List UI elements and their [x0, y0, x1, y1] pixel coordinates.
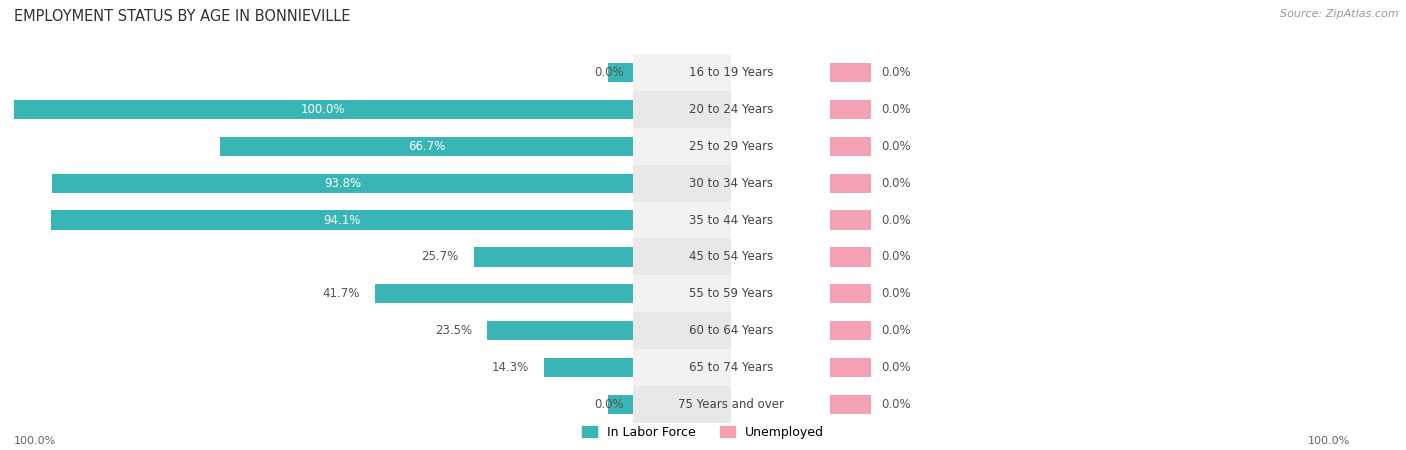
Text: 0.0%: 0.0% [882, 103, 911, 116]
Text: 0.0%: 0.0% [882, 66, 911, 79]
Text: 66.7%: 66.7% [408, 140, 446, 153]
Bar [0, 386, 830, 423]
Text: 0.0%: 0.0% [593, 66, 623, 79]
Bar [633, 349, 1406, 386]
Bar [0, 202, 830, 238]
Text: 0.0%: 0.0% [882, 214, 911, 226]
Bar [0, 312, 830, 349]
Bar [830, 100, 872, 119]
Bar [544, 358, 633, 377]
Bar [52, 174, 633, 193]
Bar [633, 165, 1406, 202]
Bar [375, 284, 633, 303]
Text: 0.0%: 0.0% [882, 177, 911, 189]
Text: 94.1%: 94.1% [323, 214, 360, 226]
Bar [0, 275, 830, 312]
Bar [607, 395, 633, 414]
Text: 0.0%: 0.0% [882, 398, 911, 411]
Text: 25.7%: 25.7% [420, 251, 458, 263]
Text: 41.7%: 41.7% [322, 288, 360, 300]
Text: 0.0%: 0.0% [882, 251, 911, 263]
Bar [633, 202, 1406, 238]
Bar [0, 128, 731, 165]
Bar [830, 321, 872, 340]
Bar [633, 54, 1406, 91]
Text: 93.8%: 93.8% [323, 177, 361, 189]
Bar [0, 312, 731, 349]
Bar [0, 128, 830, 165]
Bar [633, 312, 1406, 349]
Bar [830, 358, 872, 377]
Text: 35 to 44 Years: 35 to 44 Years [689, 214, 773, 226]
Bar [474, 248, 633, 266]
Bar [830, 137, 872, 156]
Text: Source: ZipAtlas.com: Source: ZipAtlas.com [1281, 9, 1399, 19]
Bar [0, 91, 830, 128]
Bar [830, 395, 872, 414]
Text: 16 to 19 Years: 16 to 19 Years [689, 66, 773, 79]
Text: 100.0%: 100.0% [301, 103, 346, 116]
Text: 65 to 74 Years: 65 to 74 Years [689, 361, 773, 374]
Text: 55 to 59 Years: 55 to 59 Years [689, 288, 773, 300]
Bar [0, 54, 830, 91]
Bar [0, 238, 731, 275]
Text: 0.0%: 0.0% [882, 361, 911, 374]
Text: 25 to 29 Years: 25 to 29 Years [689, 140, 773, 153]
Text: 23.5%: 23.5% [434, 324, 472, 337]
Legend: In Labor Force, Unemployed: In Labor Force, Unemployed [576, 421, 830, 444]
Text: 14.3%: 14.3% [492, 361, 529, 374]
Bar [0, 165, 830, 202]
Bar [0, 386, 731, 423]
Text: 100.0%: 100.0% [14, 436, 56, 446]
Bar [633, 128, 1406, 165]
Bar [221, 137, 633, 156]
Text: 60 to 64 Years: 60 to 64 Years [689, 324, 773, 337]
Text: 75 Years and over: 75 Years and over [678, 398, 785, 411]
Bar [830, 211, 872, 230]
Bar [633, 91, 1406, 128]
Bar [0, 54, 731, 91]
Text: 0.0%: 0.0% [593, 398, 623, 411]
Bar [0, 349, 731, 386]
Bar [830, 284, 872, 303]
Bar [0, 91, 731, 128]
Bar [0, 202, 731, 238]
Bar [633, 386, 1406, 423]
Text: 0.0%: 0.0% [882, 140, 911, 153]
Bar [0, 238, 830, 275]
Bar [488, 321, 633, 340]
Bar [607, 63, 633, 82]
Text: 0.0%: 0.0% [882, 288, 911, 300]
Bar [51, 211, 633, 230]
Bar [0, 349, 830, 386]
Text: 20 to 24 Years: 20 to 24 Years [689, 103, 773, 116]
Bar [830, 174, 872, 193]
Bar [633, 238, 1406, 275]
Bar [14, 100, 633, 119]
Text: 45 to 54 Years: 45 to 54 Years [689, 251, 773, 263]
Bar [830, 248, 872, 266]
Text: 100.0%: 100.0% [1308, 436, 1350, 446]
Text: 30 to 34 Years: 30 to 34 Years [689, 177, 773, 189]
Bar [0, 275, 731, 312]
Text: EMPLOYMENT STATUS BY AGE IN BONNIEVILLE: EMPLOYMENT STATUS BY AGE IN BONNIEVILLE [14, 9, 350, 24]
Bar [830, 63, 872, 82]
Text: 0.0%: 0.0% [882, 324, 911, 337]
Bar [0, 165, 731, 202]
Bar [633, 275, 1406, 312]
